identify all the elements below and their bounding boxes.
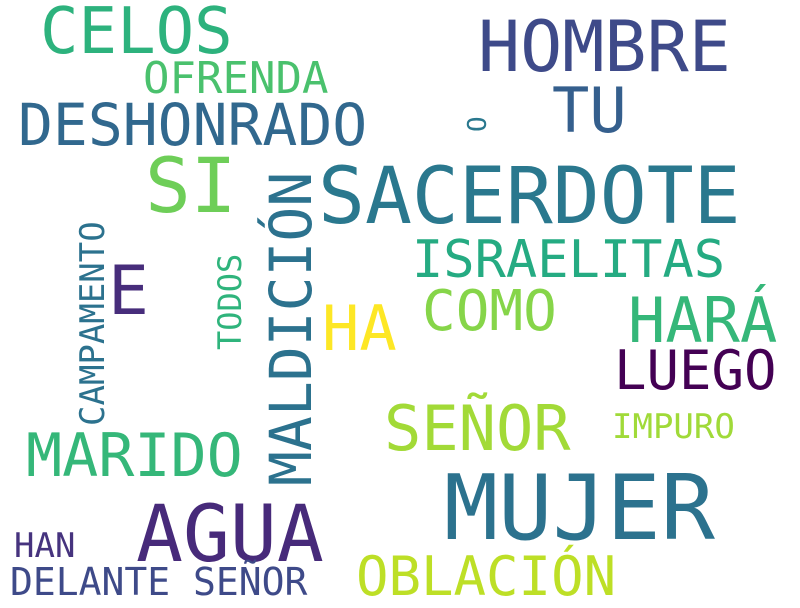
word-si: SI (145, 141, 237, 230)
word-maldicion: MALDICIÓN (257, 171, 325, 486)
word-ofrenda: OFRENDA (143, 53, 329, 104)
word-sacerdote: SACERDOTE (318, 152, 741, 242)
word-mujer: MUJER (444, 456, 715, 561)
word-hara: HARÁ (628, 284, 778, 357)
word-senor: SEÑOR (384, 392, 571, 465)
word-impuro: IMPURO (612, 407, 735, 447)
word-han: HAN (14, 526, 76, 566)
word-campamento: CAMPAMENTO (73, 221, 113, 426)
word-deshonrado: DESHONRADO (18, 91, 368, 159)
word-como: COMO (422, 279, 557, 344)
word-celos: CELOS (40, 0, 233, 69)
word-todos: TODOS (211, 253, 249, 350)
word-o: O (463, 116, 493, 132)
word-tu: TU (552, 74, 627, 147)
word-luego: LUEGO (614, 339, 777, 402)
word-hombre: HOMBRE (478, 6, 731, 88)
word-marido: MARIDO (26, 421, 243, 491)
word-agua: AGUA (136, 490, 324, 580)
word-e: E (108, 252, 149, 331)
word-delante-senor: DELANTE SEÑOR (10, 560, 308, 604)
word-oblacion: OBLACIÓN (356, 545, 617, 608)
word-ha: HA (322, 292, 397, 365)
word-israelitas: ISRAELITAS (412, 230, 726, 290)
